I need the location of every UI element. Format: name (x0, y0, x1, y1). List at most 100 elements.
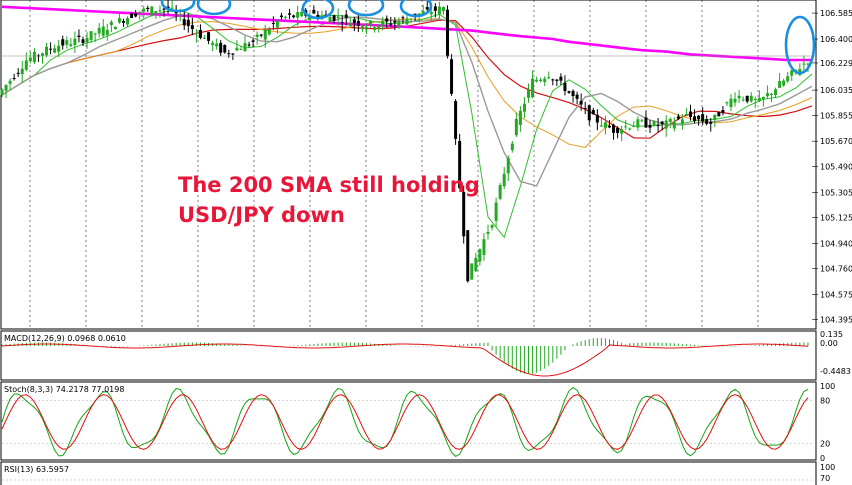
candle-body (53, 48, 57, 53)
candle-body (761, 97, 765, 100)
candle-body (474, 257, 478, 272)
price-tick-label: 106.229 (820, 59, 852, 68)
price-tick-label: 105.490 (820, 162, 852, 171)
stoch-tick-label: 20 (820, 440, 830, 449)
candle-body (462, 192, 466, 237)
candle-body (101, 26, 105, 36)
candle-body (190, 25, 194, 30)
candle-body (737, 95, 741, 99)
candle-body (215, 43, 219, 47)
candle-body (717, 112, 721, 117)
candle-body (648, 124, 652, 128)
candle-body (219, 42, 223, 53)
candle-body (158, 10, 162, 12)
candle-body (259, 34, 263, 36)
macd-tick-label: 0.00 (820, 339, 838, 348)
macd-tick-label: 0.135 (820, 330, 843, 339)
candle-body (543, 78, 547, 82)
candle-body (12, 78, 16, 80)
candle-body (555, 79, 559, 81)
candle-body (729, 98, 733, 107)
macd-histogram (1, 338, 809, 377)
price-axis: 106.585 106.400 106.229 106.035 105.855 105.6… (812, 9, 852, 325)
candle-body (239, 48, 243, 50)
candle-body (454, 101, 458, 139)
candle-body (138, 11, 142, 14)
candle-body (182, 19, 186, 26)
candle-body (741, 99, 745, 101)
candle-body (97, 27, 101, 34)
candle-body (49, 48, 53, 50)
candle-body (599, 125, 603, 127)
candle-body (340, 22, 344, 24)
candle-body (713, 114, 717, 121)
candle-body (531, 78, 535, 98)
candle-body (583, 107, 587, 109)
candle-body (571, 90, 575, 97)
price-tick-label: 106.585 (820, 9, 852, 18)
candle-body (494, 202, 498, 221)
candle-body (198, 29, 202, 38)
candle-body (166, 6, 170, 9)
candle-body (745, 95, 749, 102)
candle-body (506, 157, 510, 174)
macd-panel-frame (0, 330, 817, 381)
candle-body (352, 19, 356, 24)
candle-body (360, 26, 364, 30)
candle-body (373, 27, 377, 30)
candle-body (446, 9, 449, 57)
candle-body (790, 70, 794, 76)
candle-body (365, 27, 368, 30)
candle-body (288, 13, 292, 15)
candle-body (328, 16, 332, 23)
candle-body (689, 111, 692, 118)
candle-body (527, 89, 530, 98)
candle-body (263, 29, 267, 40)
candle-body (4, 84, 8, 91)
candle-body (433, 6, 437, 11)
candle-body (786, 76, 790, 82)
candle-body (126, 18, 130, 25)
candle-body (24, 60, 28, 70)
candle-body (344, 14, 348, 18)
candle-body (69, 44, 73, 46)
candle-body (85, 37, 89, 43)
candle-body (608, 125, 611, 128)
candle-body (130, 13, 134, 19)
candle-body (640, 120, 644, 122)
price-tick-label: 104.395 (820, 316, 852, 325)
candle-body (725, 102, 729, 104)
candle-body (450, 59, 454, 94)
candle-body (490, 225, 494, 228)
candle-body (693, 116, 697, 121)
candle-body (749, 95, 753, 102)
candle-body (186, 19, 190, 27)
candle-body (628, 128, 632, 130)
candle-body (652, 121, 656, 126)
candle-body (547, 77, 551, 79)
candle-body (478, 249, 482, 262)
candle-body (616, 127, 620, 134)
candle-body (28, 57, 32, 62)
macd-signal-line (1, 343, 809, 377)
candle-body (765, 93, 769, 97)
candle-body (579, 101, 583, 105)
candle-body (324, 14, 328, 16)
candle-body (721, 109, 725, 113)
annotation-line-1: The 200 SMA still holding (178, 173, 480, 197)
highlight-circles (160, 0, 816, 75)
candle-body (154, 11, 158, 14)
highlight-circle (301, 0, 335, 20)
rsi-tick-label: 100 (820, 463, 835, 472)
candle-body (255, 34, 259, 37)
stoch-tick-label: 0 (820, 454, 825, 463)
candle-body (292, 15, 296, 18)
candle-body (117, 18, 121, 23)
candle-body (385, 18, 389, 22)
candle-body (251, 40, 255, 42)
candle-body (397, 20, 401, 28)
candle-body (381, 20, 385, 27)
candle-body (207, 32, 211, 41)
highlight-circle (196, 0, 232, 16)
